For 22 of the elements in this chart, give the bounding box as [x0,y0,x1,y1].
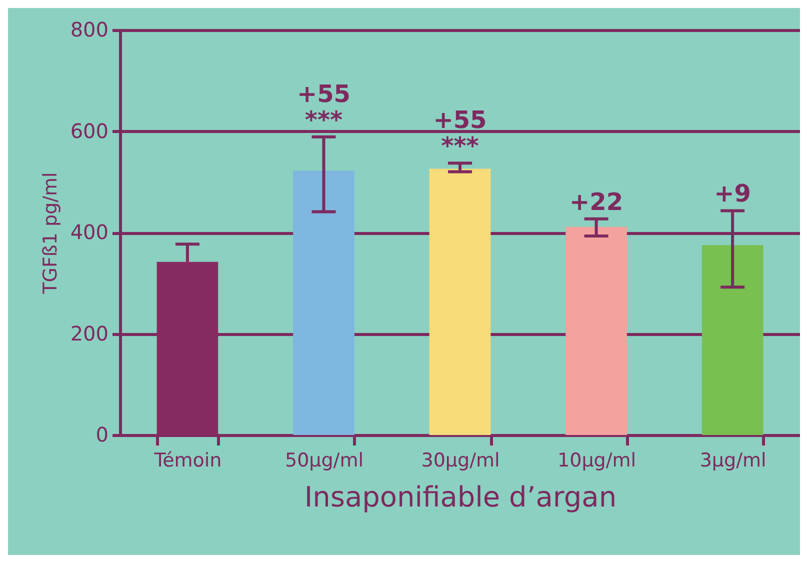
annotation: +22 [570,188,624,216]
bar [429,168,491,435]
x-tick-label: 50µg/ml [284,450,364,472]
annotation: +9 [714,180,751,208]
x-axis-title: Insaponifiable d’argan [304,480,617,514]
y-tick-label: 400 [70,220,108,244]
bar [566,226,627,435]
bar [293,170,354,435]
y-tick-label: 600 [70,118,108,143]
bar [702,245,764,435]
x-tick-label: 30µg/ml [421,450,500,472]
x-tick-label: 10µg/ml [558,450,636,472]
x-tick-label: 3µg/ml [700,450,766,472]
x-tick-label: Témoin [153,450,222,472]
y-tick-label: 800 [70,18,108,42]
y-tick-label: 200 [70,321,108,346]
y-axis-title: TGFß1 pg/ml [39,172,62,295]
annotation: +55 [296,80,350,108]
annotation: *** [304,106,343,134]
y-tick-label: 0 [96,422,108,446]
annotation: *** [441,132,480,160]
annotation: +55 [433,106,487,134]
